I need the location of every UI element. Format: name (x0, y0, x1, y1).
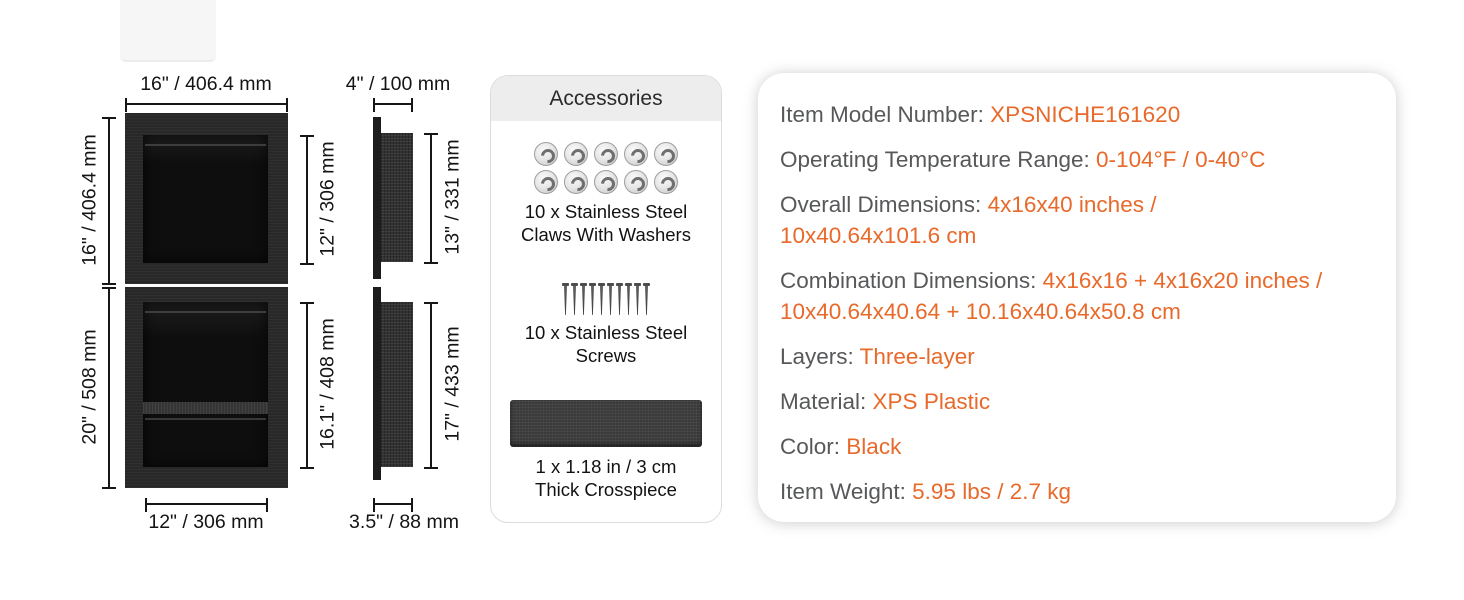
dim-label-top-opening-height: 12" / 306 mm (316, 141, 339, 257)
dimension-diagram: 16" / 406.4 mm 4" / 100 mm 16" / 406.4 m… (0, 0, 485, 600)
spec-label: Operating Temperature Range: (780, 147, 1090, 172)
spec-label: Overall Dimensions: (780, 192, 982, 217)
washer-claw-icon (534, 170, 558, 194)
screw-icon (643, 283, 650, 315)
washer-claw-icon (654, 170, 678, 194)
washers-grid (530, 142, 682, 194)
washer-claw-icon (564, 170, 588, 194)
dim-label-bottom-opening-width: 12" / 306 mm (148, 511, 264, 533)
spec-label: Item Weight: (780, 479, 906, 504)
washer-claw-icon (624, 142, 648, 166)
dim-label-side-top-height: 13" / 331 mm (441, 139, 464, 255)
dim-label-side-top-depth: 4" / 100 mm (345, 73, 451, 95)
spec-value: Black (846, 434, 902, 459)
spec-value: 4x16x40 inches / 10x40.64x101.6 cm (780, 192, 1157, 248)
spec-row-weight: Item Weight: 5.95 lbs / 2.7 kg (780, 476, 1378, 507)
spec-value: XPSNICHE161620 (990, 102, 1181, 127)
spec-row-layers: Layers: Three-layer (780, 341, 1378, 372)
spec-value: 0-104°F / 0-40°C (1096, 147, 1266, 172)
spec-row-combination-dimensions: Combination Dimensions: 4x16x16 + 4x16x2… (780, 265, 1378, 327)
side-view-top-body (381, 133, 413, 262)
dim-line-side-top-depth (373, 98, 413, 112)
spec-row-model: Item Model Number: XPSNICHE161620 (780, 99, 1378, 130)
bottom-niche-opening (143, 302, 268, 467)
screw-icon (616, 283, 623, 315)
side-view-bottom-body (381, 302, 413, 467)
dim-line-side-bottom-height (424, 302, 438, 469)
spec-label: Layers: (780, 344, 854, 369)
dim-label-side-bottom-depth: 3.5" / 88 mm (349, 511, 459, 533)
dim-line-front-top-width (125, 98, 288, 112)
dim-line-side-bottom-depth (373, 498, 413, 512)
spec-value: 4x16x16 + 4x16x20 inches / 10x40.64x40.6… (780, 268, 1323, 324)
screw-icon (634, 283, 641, 315)
screw-icon (580, 283, 587, 315)
spec-value: Three-layer (859, 344, 975, 369)
screw-icon (598, 283, 605, 315)
top-niche-opening (143, 135, 268, 263)
screws-label: 10 x Stainless Steel Screws (524, 322, 688, 366)
dim-label-front-top-width: 16" / 406.4 mm (140, 73, 272, 95)
spec-value: 5.95 lbs / 2.7 kg (912, 479, 1072, 504)
front-view-bottom-niche (125, 287, 288, 488)
washer-claw-icon (624, 170, 648, 194)
crosspiece-shelf (143, 402, 268, 414)
washer-claw-icon (594, 170, 618, 194)
dim-line-front-top-height (102, 117, 116, 285)
washer-claw-icon (534, 142, 558, 166)
dim-label-side-bottom-height: 17" / 433 mm (441, 326, 464, 442)
screws-row (562, 283, 650, 315)
crosspiece-image (510, 400, 702, 447)
accessories-panel: Accessories 10 x Stainless Steel Claws W… (490, 75, 722, 523)
spec-card: Item Model Number: XPSNICHE161620 Operat… (758, 73, 1396, 522)
accessories-title: Accessories (549, 86, 663, 110)
washer-claw-icon (594, 142, 618, 166)
screw-icon (571, 283, 578, 315)
dim-line-side-top-height (424, 133, 438, 264)
screw-icon (562, 283, 569, 315)
spec-value: XPS Plastic (872, 389, 991, 414)
spec-label: Combination Dimensions: (780, 268, 1037, 293)
dim-label-bottom-opening-height: 16.1" / 408 mm (316, 318, 339, 450)
claws-label: 10 x Stainless Steel Claws With Washers (521, 201, 691, 245)
washer-claw-icon (654, 142, 678, 166)
spec-label: Color: (780, 434, 841, 459)
side-view-top-flange (373, 117, 381, 279)
spec-row-material: Material: XPS Plastic (780, 386, 1378, 417)
accessories-header: Accessories (491, 76, 721, 121)
screw-icon (607, 283, 614, 315)
lower-shelf-lip (145, 418, 266, 420)
dim-line-front-bottom-height (102, 287, 116, 489)
spec-row-overall-dimensions: Overall Dimensions: 4x16x40 inches / 10x… (780, 189, 1378, 251)
spec-row-temperature: Operating Temperature Range: 0-104°F / 0… (780, 144, 1378, 175)
screw-icon (589, 283, 596, 315)
dim-label-front-top-height: 16" / 406.4 mm (78, 134, 101, 266)
faded-logo (120, 0, 216, 62)
spec-row-color: Color: Black (780, 431, 1378, 462)
dim-line-top-opening-height (300, 135, 314, 265)
dim-line-bottom-opening-width (145, 498, 268, 512)
spec-label: Material: (780, 389, 867, 414)
washer-claw-icon (564, 142, 588, 166)
dim-line-bottom-opening-height (300, 302, 314, 469)
crosspiece-label: 1 x 1.18 in / 3 cm Thick Crosspiece (535, 456, 677, 500)
side-view-bottom-flange (373, 287, 381, 480)
dim-label-front-bottom-height: 20" / 508 mm (78, 329, 101, 445)
spec-label: Item Model Number: (780, 102, 984, 127)
screw-icon (625, 283, 632, 315)
front-view-top-niche (125, 113, 288, 284)
